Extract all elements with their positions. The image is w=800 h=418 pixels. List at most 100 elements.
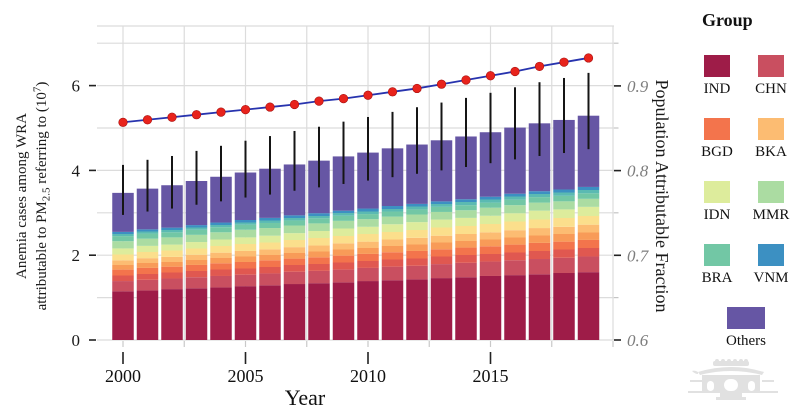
bar-segment-2018-VNM xyxy=(553,189,575,196)
bar-segment-2016-MMR xyxy=(504,205,526,214)
bar-segment-2011-IND xyxy=(381,280,404,340)
bar-segment-2006-BKA xyxy=(259,249,281,261)
bar-segment-2006-BGD xyxy=(259,260,281,274)
error-bars xyxy=(122,72,590,215)
bar-segment-2016-Others xyxy=(504,127,526,194)
bar-segment-2019-CHN xyxy=(577,256,600,273)
legend-swatch-BRA xyxy=(704,244,730,266)
bar-segment-2008-VNM xyxy=(308,213,330,219)
bar-segment-2019-MMR xyxy=(577,198,600,207)
bar-segment-2019-IDN xyxy=(577,206,600,225)
bar-segment-2007-IND xyxy=(283,284,306,340)
bar-segment-2001-CHN xyxy=(136,279,159,291)
bar-segment-2004-BGD xyxy=(210,263,232,276)
legend-swatch-VNM xyxy=(758,244,784,266)
bar-segment-2010-VNM xyxy=(357,208,379,215)
bar-segment-2009-BRA xyxy=(332,215,355,221)
bar-segment-2008-CHN xyxy=(308,270,330,284)
bar-segment-2018-CHN xyxy=(553,257,575,274)
bar-segment-2008-IND xyxy=(308,283,330,340)
paf-point-2004 xyxy=(216,107,226,117)
y-right-tick-label: 0.6 xyxy=(627,331,649,350)
bar-segment-2010-BGD xyxy=(357,253,379,268)
bar-segment-2019-IND xyxy=(577,272,600,340)
bar-segment-2014-CHN xyxy=(455,262,477,278)
x-tick-label: 2015 xyxy=(473,366,509,386)
bar-segment-2009-IDN xyxy=(332,228,355,244)
bar-segment-2002-VNM xyxy=(161,227,183,233)
bar-segment-2005-VNM xyxy=(234,220,257,225)
bar-segment-2000-IDN xyxy=(112,248,134,261)
bar-segment-2009-MMR xyxy=(332,220,355,229)
bar-segment-2005-IND xyxy=(234,286,257,340)
bar-segment-2004-MMR xyxy=(210,232,232,240)
paf-point-2012 xyxy=(412,83,422,94)
bar-segment-2001-BRA xyxy=(136,233,159,239)
bar-segment-2003-BKA xyxy=(185,254,208,265)
bar-segment-2000-CHN xyxy=(112,281,134,292)
bar-segment-2017-Others xyxy=(528,123,551,192)
paf-point-2017 xyxy=(534,61,545,72)
legend-swatch-MMR xyxy=(758,181,784,203)
bar-segment-2015-CHN xyxy=(479,261,502,276)
bar-segment-2003-IDN xyxy=(185,242,208,255)
bar-segment-2016-IND xyxy=(504,275,526,340)
bar-segment-2003-CHN xyxy=(185,277,208,289)
bar-segment-2011-CHN xyxy=(381,266,404,281)
bar-segment-2017-BGD xyxy=(528,242,551,260)
bar-segment-2017-MMR xyxy=(528,202,551,211)
bar-segment-2008-BRA xyxy=(308,218,330,224)
bar-segment-2009-VNM xyxy=(332,210,355,216)
y-left-tick-label: 0 xyxy=(72,331,81,350)
bar-segment-2012-BRA xyxy=(406,209,428,215)
y-left-tick-label: 6 xyxy=(72,77,81,96)
bar-segment-2007-IDN xyxy=(283,233,306,248)
bar-segment-2007-BKA xyxy=(283,247,306,259)
legend-title: Group xyxy=(702,10,753,30)
legend-item-BKA: BKA xyxy=(748,118,794,161)
bar-segment-2012-Others xyxy=(406,144,428,204)
legend-swatch-BGD xyxy=(704,118,730,140)
bar-segment-2009-BKA xyxy=(332,243,355,256)
x-axis-label: Year xyxy=(285,385,326,410)
bar-segment-2015-BRA xyxy=(479,202,502,208)
legend-label-BGD: BGD xyxy=(701,144,733,160)
bar-segment-2006-MMR xyxy=(259,228,281,236)
bar-segment-2009-BGD xyxy=(332,255,355,270)
bar-segment-2017-BRA xyxy=(528,197,551,203)
bar-segment-2006-VNM xyxy=(259,217,281,223)
bar-segment-2008-BGD xyxy=(308,257,330,271)
bar-segment-2014-IND xyxy=(455,277,477,340)
bar-segment-2000-MMR xyxy=(112,241,134,249)
bar-segment-2018-Others xyxy=(553,119,575,190)
bar-segment-2002-BKA xyxy=(161,256,183,267)
legend-row: BRA VNM xyxy=(694,244,798,287)
x-tick-label: 2010 xyxy=(350,366,386,386)
bar-segment-2013-MMR xyxy=(430,211,453,220)
bar-segment-2005-BGD xyxy=(234,261,257,275)
paf-line-series xyxy=(118,53,594,127)
bar-segment-2005-MMR xyxy=(234,229,257,238)
bar-segment-2004-CHN xyxy=(210,275,232,288)
bar-segment-2014-Others xyxy=(455,136,477,200)
bar-segment-2019-Others xyxy=(577,115,600,187)
bar-segment-2006-IND xyxy=(259,285,281,340)
bar-segment-2012-BKA xyxy=(406,237,428,251)
bar-segment-2010-IDN xyxy=(357,226,379,242)
bar-segment-2013-IND xyxy=(430,278,453,340)
bar-segment-2012-VNM xyxy=(406,203,428,210)
paf-point-2019 xyxy=(583,53,594,63)
paf-point-2011 xyxy=(387,87,398,97)
legend-label-IND: IND xyxy=(703,81,731,97)
bar-segment-2009-CHN xyxy=(332,269,355,283)
bar-segment-2005-BKA xyxy=(234,250,257,262)
legend-label-Others: Others xyxy=(726,333,766,349)
legend-items: IND CHN BGD BKA IDN MMR BRA VNM Others xyxy=(694,55,798,350)
bar-segment-2005-BRA xyxy=(234,224,257,230)
bar-segment-2006-BRA xyxy=(259,222,281,229)
paf-point-2018 xyxy=(559,57,569,67)
bar-segment-2012-CHN xyxy=(406,265,428,280)
bar-segment-2015-Others xyxy=(479,132,502,197)
bar-segment-2001-BKA xyxy=(136,258,159,268)
x-tick-label: 2000 xyxy=(105,366,141,386)
